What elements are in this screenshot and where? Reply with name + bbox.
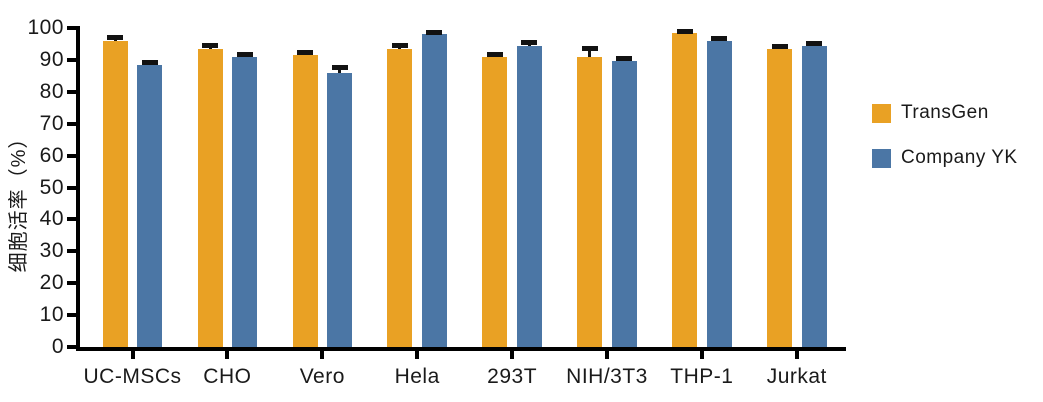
bar-transgen-uc-mscs xyxy=(102,40,128,347)
error-bar-cap xyxy=(616,56,633,62)
y-tick xyxy=(67,281,76,286)
y-tick-label: 0 xyxy=(51,335,64,358)
bar-transgen-293t xyxy=(482,56,508,347)
error-bar-cap xyxy=(676,28,693,34)
x-tick xyxy=(699,351,704,359)
y-tick xyxy=(67,121,76,126)
error-bar-cap xyxy=(391,43,408,49)
y-tick-label: 30 xyxy=(39,239,64,263)
legend-label-transgen: TransGen xyxy=(901,102,989,123)
x-tick xyxy=(225,351,230,359)
error-bar-cap xyxy=(331,65,348,71)
y-tick-label: 100 xyxy=(27,16,64,39)
x-tick xyxy=(794,351,799,359)
error-bar-stem xyxy=(588,48,592,57)
y-tick xyxy=(67,313,76,318)
y-tick xyxy=(67,89,76,94)
x-category-label-cho: CHO xyxy=(203,365,252,388)
y-tick-label: 20 xyxy=(39,271,64,295)
error-bar-cap xyxy=(297,50,314,56)
x-tick xyxy=(605,351,609,359)
legend: TransGen Company YK xyxy=(872,0,1043,402)
y-tick xyxy=(67,345,76,349)
y-tick-label: 70 xyxy=(39,111,64,135)
y-tick xyxy=(67,57,76,62)
bar-transgen-hela xyxy=(387,48,413,347)
legend-swatch-company-yk xyxy=(872,148,891,168)
y-tick xyxy=(67,26,76,30)
bar-company-yk-uc-mscs xyxy=(137,64,163,347)
x-category-label-thp-1: THP-1 xyxy=(670,365,734,388)
error-bar-cap xyxy=(236,51,253,57)
error-bar-cap xyxy=(711,35,728,41)
legend-item-company-yk: Company YK xyxy=(872,147,1018,169)
error-bar-cap xyxy=(426,29,443,35)
error-bar-cap xyxy=(771,43,788,49)
bar-company-yk-hela xyxy=(421,34,447,347)
error-bar-cap xyxy=(107,35,124,41)
y-axis-line xyxy=(76,26,80,351)
legend-item-transgen: TransGen xyxy=(872,102,989,124)
bar-transgen-thp-1 xyxy=(672,32,698,347)
x-category-label-293t: 293T xyxy=(487,365,538,388)
x-tick xyxy=(510,351,515,359)
bar-company-yk-293t xyxy=(516,45,542,347)
error-bar-cap xyxy=(806,41,823,47)
error-bar-cap xyxy=(141,59,158,65)
x-category-label-hela: Hela xyxy=(394,365,440,388)
x-tick xyxy=(130,351,135,359)
y-tick-label: 60 xyxy=(39,143,64,167)
bar-company-yk-cho xyxy=(232,56,258,347)
y-tick-label: 10 xyxy=(39,303,64,327)
bar-company-yk-thp-1 xyxy=(706,40,732,347)
y-tick-label: 80 xyxy=(39,79,64,103)
y-tick-label: 50 xyxy=(39,175,64,199)
y-tick-label: 40 xyxy=(39,207,64,231)
error-bar-cap xyxy=(521,39,538,45)
x-category-label-vero: Vero xyxy=(299,365,345,388)
x-category-label-nih-3t3: NIH/3T3 xyxy=(566,365,648,388)
bar-company-yk-nih-3t3 xyxy=(611,61,637,347)
error-bar-cap xyxy=(202,43,219,49)
y-tick-label: 90 xyxy=(39,47,64,71)
legend-label-company-yk: Company YK xyxy=(901,147,1018,168)
x-category-label-jurkat: Jurkat xyxy=(766,365,827,388)
bar-transgen-vero xyxy=(292,55,318,347)
x-axis-line xyxy=(76,347,846,351)
x-category-label-uc-mscs: UC-MSCs xyxy=(83,365,182,388)
legend-swatch-transgen xyxy=(872,103,891,123)
error-bar-cap xyxy=(581,46,598,52)
error-bar-cap xyxy=(486,52,503,58)
y-tick xyxy=(67,185,76,190)
bar-company-yk-jurkat xyxy=(801,45,827,347)
y-tick xyxy=(67,249,76,254)
x-tick xyxy=(320,351,325,359)
bar-transgen-nih-3t3 xyxy=(577,56,603,347)
x-tick xyxy=(415,351,420,359)
bar-transgen-jurkat xyxy=(767,48,793,347)
bar-company-yk-vero xyxy=(327,72,353,347)
y-tick xyxy=(67,153,76,158)
bar-transgen-cho xyxy=(197,48,223,347)
y-tick xyxy=(67,217,76,222)
